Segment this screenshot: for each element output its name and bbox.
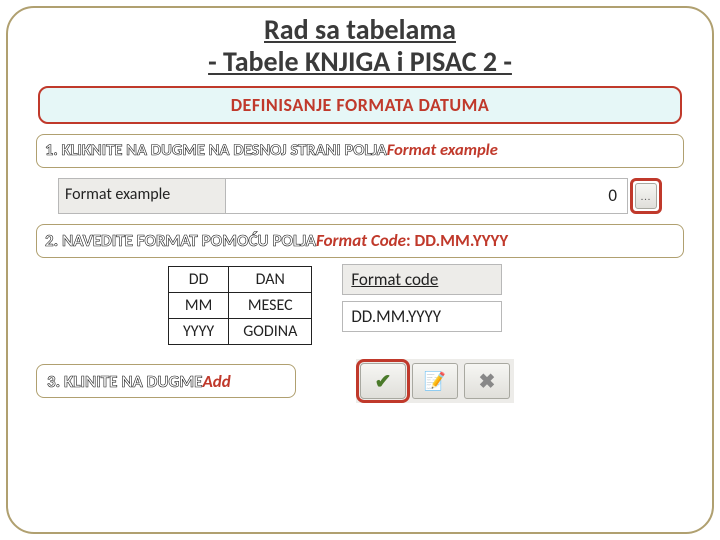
cancel-button[interactable]: ✖ bbox=[464, 363, 510, 399]
slide-frame: Rad sa tabelama - Tabele KNJIGA i PISAC … bbox=[6, 6, 714, 534]
section-banner: DEFINISANJE FORMATA DATUMA bbox=[38, 86, 682, 124]
step-3-box: 3. KLINITE NA DUGMEAdd bbox=[36, 364, 296, 398]
step-3-row: 3. KLINITE NA DUGMEAdd ✔ 📝 ✖ bbox=[36, 359, 684, 403]
close-icon: ✖ bbox=[479, 369, 496, 394]
title-line-1: Rad sa tabelama bbox=[264, 12, 456, 47]
slide-title: Rad sa tabelama - Tabele KNJIGA i PISAC … bbox=[8, 14, 712, 78]
step-1-box: 1. KLIKNITE NA DUGME NA DESNOJ STRANI PO… bbox=[36, 134, 684, 168]
format-codes-table: DD DAN MM MESEC YYYY GODINA bbox=[168, 266, 312, 345]
meaning-cell: MESEC bbox=[229, 293, 312, 319]
code-cell: YYYY bbox=[169, 319, 229, 345]
format-code-panel: Format code DD.MM.YYYY bbox=[342, 264, 502, 332]
format-example-label: Format example bbox=[58, 178, 226, 214]
step-2-content: DD DAN MM MESEC YYYY GODINA Format code … bbox=[48, 266, 672, 345]
format-code-input[interactable]: DD.MM.YYYY bbox=[342, 301, 502, 332]
format-example-button-highlight: ... bbox=[630, 178, 662, 214]
step-1-text: 1. KLIKNITE NA DUGME NA DESNOJ STRANI PO… bbox=[45, 140, 498, 160]
code-cell: DD bbox=[169, 267, 229, 293]
table-row: MM MESEC bbox=[169, 293, 312, 319]
code-cell: MM bbox=[169, 293, 229, 319]
format-example-value[interactable]: 0 bbox=[226, 178, 628, 214]
note-icon: 📝 bbox=[424, 370, 446, 392]
add-confirm-button[interactable]: ✔ bbox=[360, 363, 406, 399]
note-button[interactable]: 📝 bbox=[412, 363, 458, 399]
title-line-2: - Tabele KNJIGA i PISAC 2 - bbox=[208, 44, 512, 79]
table-row: DD DAN bbox=[169, 267, 312, 293]
step-2-box: 2. NAVEDITE FORMAT POMOĆU POLJAFormat Co… bbox=[36, 224, 684, 258]
check-icon: ✔ bbox=[375, 369, 392, 394]
step-2-text: 2. NAVEDITE FORMAT POMOĆU POLJAFormat Co… bbox=[45, 230, 508, 251]
step-3-text: 3. KLINITE NA DUGMEAdd bbox=[47, 371, 231, 392]
meaning-cell: DAN bbox=[229, 267, 312, 293]
banner-text: DEFINISANJE FORMATA DATUMA bbox=[231, 94, 490, 116]
format-example-row: Format example 0 ... bbox=[58, 178, 662, 214]
table-row: YYYY GODINA bbox=[169, 319, 312, 345]
format-code-label: Format code bbox=[342, 264, 502, 295]
format-example-picker-button[interactable]: ... bbox=[635, 183, 657, 209]
meaning-cell: GODINA bbox=[229, 319, 312, 345]
dialog-button-row: ✔ 📝 ✖ bbox=[356, 359, 514, 403]
